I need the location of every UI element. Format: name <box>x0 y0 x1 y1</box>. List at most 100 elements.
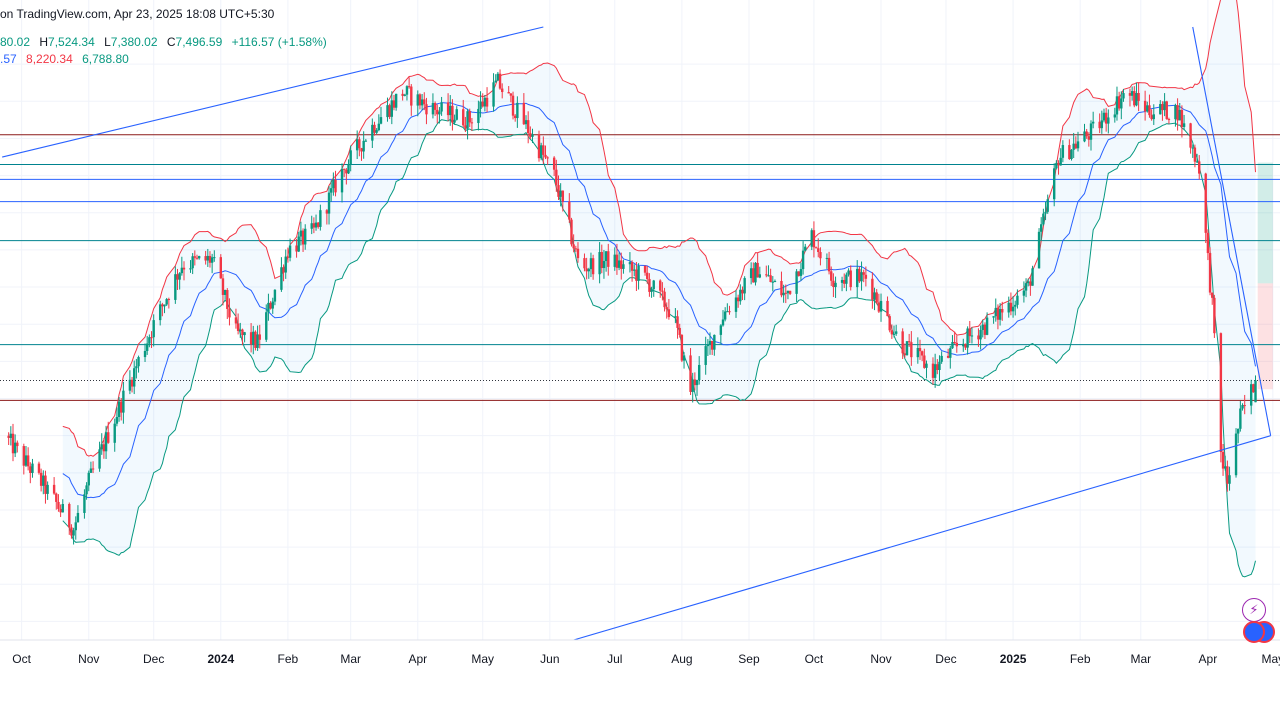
candle-body <box>418 94 422 106</box>
candle-body <box>265 312 268 340</box>
candle <box>650 286 653 298</box>
candle <box>522 93 526 126</box>
candle-body <box>392 100 396 108</box>
time-axis[interactable]: Oct Nov Dec 2024 Feb Mar Apr May Jun Jul Aug Sep Oct… <box>12 652 1280 666</box>
x-tick-label: Mar <box>1130 652 1151 666</box>
x-tick-label: Mar <box>340 652 361 666</box>
candle <box>840 276 844 292</box>
candle <box>827 251 831 275</box>
candle <box>933 353 937 388</box>
candle-body <box>286 256 290 258</box>
candle <box>373 121 376 136</box>
candle <box>994 298 997 322</box>
candle-body <box>1128 93 1132 96</box>
candle <box>620 252 623 280</box>
candle-body <box>241 329 244 336</box>
candle <box>102 437 106 459</box>
candle-body <box>979 330 982 340</box>
candle <box>1228 466 1231 491</box>
candle <box>849 265 852 291</box>
horizontal-levels[interactable] <box>0 134 1280 401</box>
candle-body <box>1239 408 1242 429</box>
candle-body <box>249 332 253 345</box>
candle-body <box>659 280 662 291</box>
close-value: 7,496.59 <box>175 35 223 49</box>
candle <box>585 257 588 280</box>
candle-body <box>983 324 987 335</box>
position-tool[interactable] <box>1257 162 1273 390</box>
lightning-icon[interactable]: ⚡ <box>1242 598 1266 622</box>
candle-body <box>161 304 164 307</box>
candle <box>734 289 738 318</box>
candle <box>918 339 922 360</box>
candle <box>219 254 222 279</box>
candle-body <box>1213 297 1216 334</box>
candle-body <box>349 150 352 165</box>
candle-body <box>498 73 502 89</box>
candle-body <box>1100 120 1104 129</box>
candle <box>996 304 1000 330</box>
x-tick-label: Apr <box>408 652 427 666</box>
candle-body <box>462 109 465 126</box>
candle <box>158 300 162 326</box>
candle-body <box>122 390 125 413</box>
candle-body <box>905 341 909 356</box>
candle-body <box>39 472 43 486</box>
candle <box>691 372 694 403</box>
candle <box>587 267 590 279</box>
candle-body <box>206 255 210 261</box>
candle <box>407 77 411 89</box>
candle <box>104 425 108 460</box>
candle-body <box>741 289 744 294</box>
candle <box>496 71 500 81</box>
candle-body <box>585 268 588 272</box>
candle-body <box>661 290 664 292</box>
candle <box>1029 277 1032 296</box>
candle-body <box>416 94 419 106</box>
candle-body <box>1165 101 1168 120</box>
candle <box>115 407 119 427</box>
candle-body <box>784 292 787 294</box>
candle-body <box>858 268 861 282</box>
candle <box>574 245 578 252</box>
candle <box>61 499 64 513</box>
x-tick-label: Jul <box>607 652 622 666</box>
candle <box>297 231 300 253</box>
candle-body <box>9 433 13 438</box>
candle <box>167 297 171 309</box>
x-tick-label: Dec <box>143 652 164 666</box>
candle-body <box>1031 268 1034 286</box>
candle <box>615 243 619 275</box>
x-tick-label: Jun <box>540 652 559 666</box>
candle <box>1072 132 1075 158</box>
candle <box>894 324 898 336</box>
candle-body <box>273 289 277 302</box>
candle <box>477 100 480 131</box>
candle <box>1027 278 1030 287</box>
candle <box>674 308 677 324</box>
candle <box>892 325 896 338</box>
trendlines[interactable] <box>2 26 1272 641</box>
candle <box>680 334 684 363</box>
candle <box>648 273 651 297</box>
candle-body <box>1174 105 1177 120</box>
candle-body <box>834 282 837 288</box>
candle-body <box>754 262 757 283</box>
candle-body <box>254 331 257 348</box>
bb-basis-line <box>62 101 1256 499</box>
candle-body <box>1234 433 1238 476</box>
candle-body <box>970 335 974 337</box>
candle-body <box>1178 109 1181 121</box>
candle <box>438 107 441 124</box>
candle-body <box>780 280 783 296</box>
candle <box>643 265 647 276</box>
candle <box>1009 292 1013 316</box>
events-icon[interactable] <box>1243 621 1277 643</box>
candle-body <box>1115 96 1119 115</box>
candle <box>992 316 995 324</box>
candle <box>704 336 707 375</box>
candle-body <box>542 145 545 155</box>
candle-body <box>613 254 616 267</box>
grid <box>0 0 1280 640</box>
